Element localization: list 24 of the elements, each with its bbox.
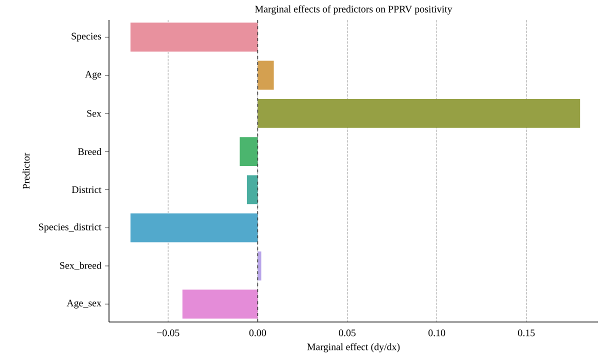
y-axis-title: Predictor [22,152,30,189]
bar [258,251,262,280]
chart-title: Marginal effects of predictors on PPRV positivity [255,5,452,15]
y-tick-label: Age_sex [66,300,102,308]
bar [258,60,274,90]
y-tick-label: Species_district [39,223,102,232]
x-tick-label: 0.15 [518,330,535,336]
y-tick-label: Breed [78,148,102,156]
x-tick-label: −0.05 [157,330,180,336]
y-tick-label: Sex [87,110,102,117]
bar [240,137,258,166]
x-tick-label: 0.10 [428,330,446,336]
y-tick-label: Sex_breed [60,262,102,270]
bar [182,290,258,319]
y-tick-label: District [72,186,102,194]
x-axis-title: Marginal effect (dy/dx) [307,343,400,352]
bar [130,22,258,52]
bar [130,213,258,242]
x-tick-label: 0.00 [249,330,266,336]
bar [246,175,258,204]
y-tick-label: Age [84,70,102,80]
x-tick-label: 0.05 [338,330,356,336]
bar [258,98,580,128]
y-tick-label: Species [72,32,102,42]
